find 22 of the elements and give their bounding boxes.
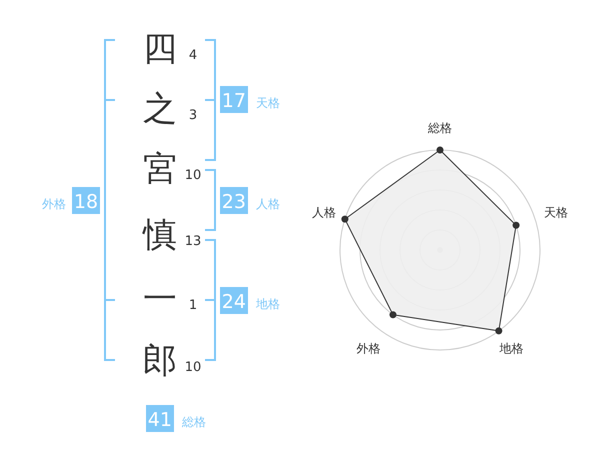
text: 外格 18: [42, 191, 98, 213]
spoke-label: 天格: [544, 205, 568, 220]
data-label: 10: [184, 360, 202, 375]
category-label: 一: [143, 279, 177, 319]
data-label: 4: [188, 48, 198, 63]
category-label: 宮: [143, 149, 177, 189]
spoke-label: 人格: [312, 205, 336, 220]
text: 23 人格: [222, 191, 280, 213]
spoke-label: 外格: [356, 342, 380, 356]
text: 17 天格: [222, 90, 280, 112]
data-label: 1: [188, 298, 198, 313]
category-label: 慎: [142, 215, 177, 255]
category-label: 之: [143, 89, 177, 129]
spoke-label: 地格: [498, 342, 524, 356]
category-label: 郎: [143, 341, 177, 381]
category-label: 四: [143, 29, 177, 69]
data-label: 13: [184, 234, 202, 249]
spoke-label: 総格: [427, 121, 452, 135]
text: 24 地格: [222, 291, 280, 313]
data-label: 3: [188, 108, 198, 123]
data-label: 10: [184, 168, 202, 183]
text: 41 総格: [148, 409, 206, 431]
